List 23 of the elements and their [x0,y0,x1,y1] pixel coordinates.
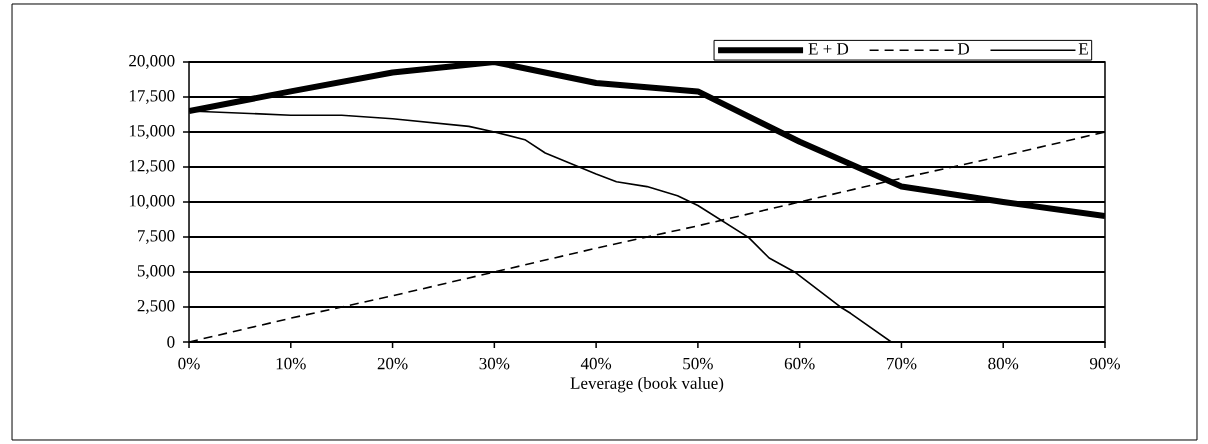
x-tick-label: 50% [683,357,713,370]
x-tick-label: 20% [377,357,408,370]
legend-label: D [957,43,969,55]
x-tick-label: 40% [580,357,612,370]
y-tick-label: 7,500 [138,230,175,244]
x-tick-label: 30% [479,357,510,370]
y-tick-label: 15,000 [129,125,175,139]
y-tick-label: 2,500 [137,300,175,314]
x-tick-label: 10% [276,357,306,370]
y-tick-label: 12,500 [129,160,175,174]
y-tick-label: 17,500 [129,90,175,104]
y-tick-label: 20,000 [129,55,175,69]
x-tick-label: 0% [178,357,200,370]
y-tick-label: 0 [167,336,175,348]
x-tick-label: 80% [988,357,1019,370]
y-tick-label: 10,000 [129,195,175,209]
x-tick-label: 60% [784,357,815,370]
y-tick-label: 5,000 [137,265,175,279]
x-axis-title: Leverage (book value) [570,376,724,393]
legend-label: E [1078,43,1088,55]
legend-label: E + D [808,43,849,55]
x-tick-label: 90% [1089,357,1120,370]
x-tick-label: 70% [886,357,917,370]
